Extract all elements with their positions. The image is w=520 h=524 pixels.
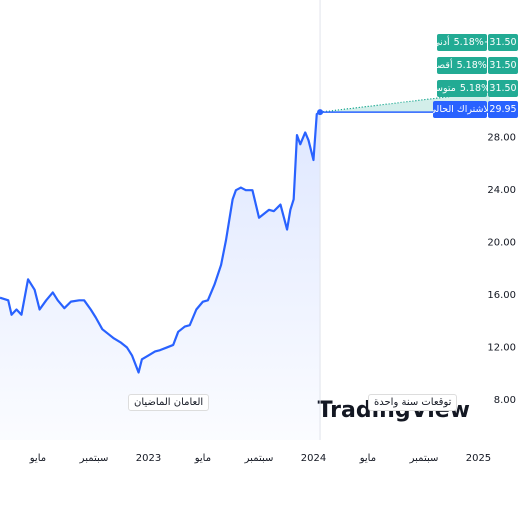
forecast-name: أقصى [437,60,453,71]
forecast-value: 31.50 [488,57,518,74]
x-tick-label: 2025 [466,453,491,464]
current-label: الاشتراك الحالي [433,101,487,118]
period-label: توقعات سنة واحدة [368,394,458,411]
x-tick-label: 2023 [136,453,161,464]
forecast-label: +5.18%أقصى [437,57,487,74]
price-line [0,111,321,374]
forecast-change: +5.18% [456,60,487,71]
y-tick-label: 20.00 [487,238,516,249]
forecast-label: +5.18%أدنى [437,34,487,51]
x-tick-label: 2024 [301,453,326,464]
area [0,112,321,440]
current-value: 29.95 [488,101,518,118]
x-tick-label: مايو [194,453,211,464]
forecast-value: 31.50 [488,34,518,51]
period-label: العامان الماضيان [128,394,210,411]
forecast-name: متوسط [437,83,456,94]
x-tick-label: سبتمبر [409,453,439,464]
x-tick-label: سبتمبر [79,453,109,464]
y-tick-label: 24.00 [487,185,516,196]
x-tick-label: سبتمبر [244,453,274,464]
forecast-change: +5.18% [453,37,487,48]
x-tick-label: مايو [359,453,376,464]
last-point [317,109,324,116]
y-tick-label: 12.00 [487,343,516,354]
forecast-change: +5.18% [459,83,487,94]
forecast-name: أدنى [437,37,450,48]
forecast-value: 31.50 [488,80,518,97]
y-tick-label: 28.00 [487,133,516,144]
y-tick-label: 8.00 [494,395,516,406]
x-tick-label: مايو [29,453,46,464]
y-tick-label: 16.00 [487,290,516,301]
forecast-label: +5.18%متوسط [437,80,487,97]
